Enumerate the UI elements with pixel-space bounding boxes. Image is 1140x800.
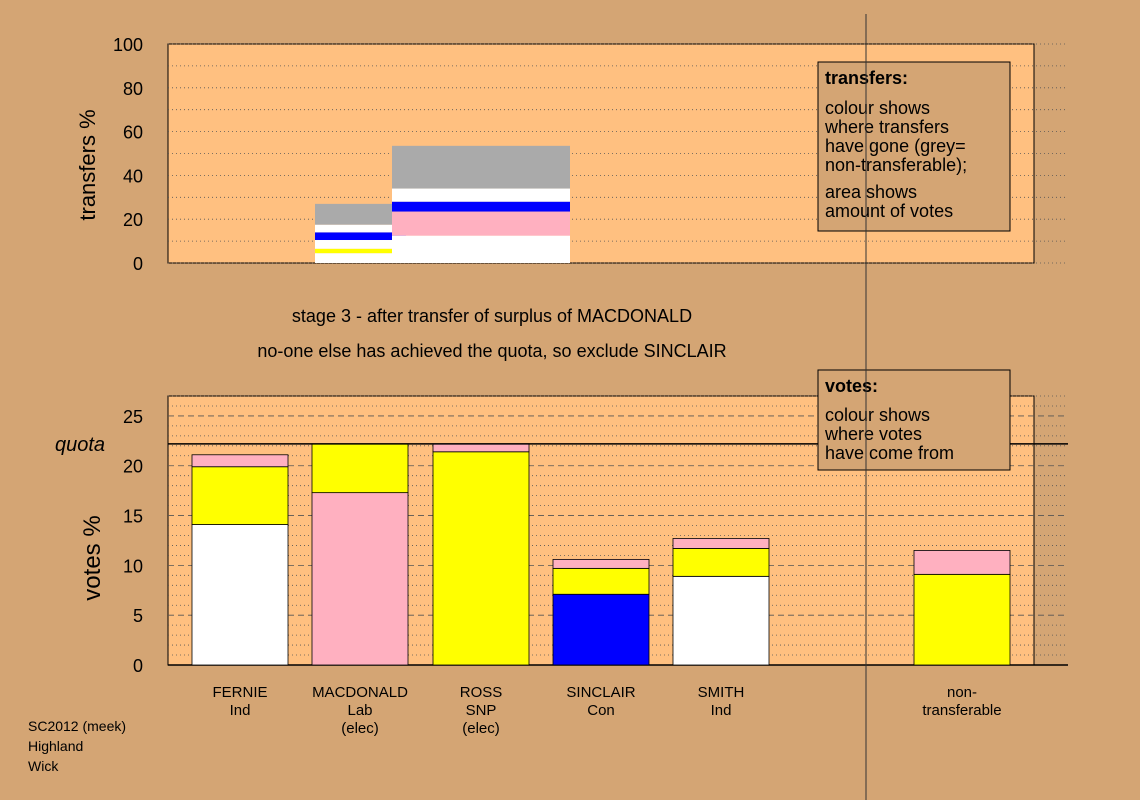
y-tick-label: 5	[133, 606, 143, 626]
bar-segment	[552, 593, 650, 666]
transfers-legend-line: colour shows	[825, 98, 930, 118]
transfers-legend-line: non-transferable);	[825, 155, 967, 175]
footer-line: SC2012 (meek)	[28, 718, 126, 734]
transfers-legend: transfers: colour shows where transfers …	[817, 61, 1011, 232]
transfer-segment	[315, 248, 406, 254]
bar-segment	[191, 454, 289, 468]
transfer-segment	[392, 201, 570, 212]
candidate-label: Ind	[230, 702, 251, 719]
bar-segment	[672, 575, 770, 666]
transfer-segment	[392, 188, 570, 202]
votes-legend-line: have come from	[825, 443, 954, 463]
candidate-label: MACDONALD	[312, 684, 408, 701]
candidate-label: FERNIE	[212, 684, 267, 701]
y-tick-label: 20	[123, 457, 143, 477]
candidate-label: transferable	[922, 702, 1001, 719]
bar-segment	[191, 466, 289, 525]
candidate-label: ROSS	[460, 684, 503, 701]
candidate-label: SNP	[466, 702, 497, 719]
bar-segment	[672, 538, 770, 549]
bar-segment	[432, 443, 530, 453]
y-tick-label: 25	[123, 407, 143, 427]
y-tick-label: 80	[123, 79, 143, 99]
candidate-label: Ind	[711, 702, 732, 719]
votes-legend-title: votes:	[825, 376, 878, 396]
bar-segment	[191, 524, 289, 666]
transfers-blocks	[315, 145, 570, 263]
transfers-legend-line: where transfers	[824, 117, 949, 137]
transfer-segment	[315, 253, 406, 263]
transfers-legend-title: transfers:	[825, 68, 908, 88]
transfer-segment	[392, 145, 570, 189]
candidate-labels: FERNIEIndMACDONALDLab(elec)ROSSSNP(elec)…	[212, 684, 1001, 737]
transfers-legend-line: have gone (grey=	[825, 136, 966, 156]
bar-segment	[913, 573, 1011, 666]
transfers-y-label: transfers %	[75, 109, 100, 220]
votes-legend-box	[817, 369, 1011, 471]
bar-segment	[552, 558, 650, 569]
votes-legend-line: where votes	[824, 424, 922, 444]
bar-segment	[552, 567, 650, 595]
transfers-legend-box	[817, 61, 1011, 232]
transfer-segment	[392, 211, 570, 236]
bar-segment	[432, 451, 530, 666]
bar-segment	[311, 492, 409, 666]
votes-y-label: votes %	[79, 515, 106, 600]
votes-legend-line: colour shows	[825, 405, 930, 425]
transfers-legend-line: area shows	[825, 182, 917, 202]
transfer-segment	[392, 235, 570, 263]
y-tick-label: 20	[123, 210, 143, 230]
votes-bars	[191, 443, 1011, 666]
transfer-segment	[315, 203, 406, 225]
votes-y-ticks: 0 5 10 15 20 25	[123, 407, 143, 676]
footer-line: Wick	[28, 758, 59, 774]
bar-segment	[311, 443, 409, 494]
y-tick-label: 40	[123, 166, 143, 186]
y-tick-label: 15	[123, 507, 143, 527]
stage-note: no-one else has achieved the quota, so e…	[257, 341, 726, 361]
y-tick-label: 0	[133, 656, 143, 676]
candidate-label: SMITH	[698, 684, 745, 701]
candidate-label: Lab	[347, 702, 372, 719]
bar-segment	[672, 548, 770, 577]
footer: SC2012 (meek) Highland Wick	[28, 718, 126, 774]
candidate-label: (elec)	[341, 720, 379, 737]
bar-segment	[913, 550, 1011, 575]
quota-label: quota	[55, 434, 105, 456]
candidate-label: (elec)	[462, 720, 500, 737]
y-tick-label: 100	[113, 35, 143, 55]
transfer-segment	[315, 224, 406, 233]
y-tick-label: 10	[123, 556, 143, 576]
transfers-y-ticks: 0 20 40 60 80 100	[113, 35, 143, 274]
stage-title: stage 3 - after transfer of surplus of M…	[292, 306, 692, 326]
y-tick-label: 0	[133, 254, 143, 274]
candidate-label: non-	[947, 684, 977, 701]
y-tick-label: 60	[123, 123, 143, 143]
candidate-label: SINCLAIR	[566, 684, 635, 701]
transfers-legend-line: amount of votes	[825, 201, 953, 221]
transfer-segment	[315, 240, 406, 249]
votes-legend: votes: colour shows where votes have com…	[817, 369, 1011, 471]
candidate-label: Con	[587, 702, 615, 719]
transfer-segment	[315, 232, 406, 241]
footer-line: Highland	[28, 738, 83, 754]
